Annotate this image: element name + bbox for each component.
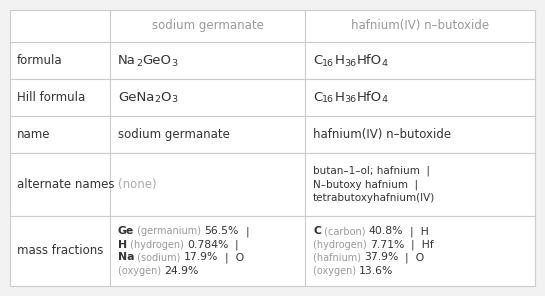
Bar [10, 153, 110, 216]
Text: (oxygen): (oxygen) [313, 266, 359, 276]
Text: hafnium(IV) n–butoxide: hafnium(IV) n–butoxide [313, 128, 451, 141]
Text: sodium germanate: sodium germanate [118, 128, 230, 141]
Text: C: C [313, 226, 321, 237]
Bar [10, 116, 110, 153]
Bar [10, 42, 110, 79]
Bar [305, 79, 535, 116]
Text: 56.5%: 56.5% [204, 226, 239, 237]
Text: 36: 36 [344, 59, 356, 67]
Text: (oxygen): (oxygen) [118, 266, 164, 276]
Text: mass fractions: mass fractions [17, 244, 104, 258]
Bar [110, 116, 305, 153]
Text: |  O: | O [398, 252, 425, 263]
Text: sodium germanate: sodium germanate [152, 20, 263, 33]
Text: HfO: HfO [356, 91, 381, 104]
Text: 4: 4 [382, 96, 387, 104]
Text: N–butoxy hafnium  |: N–butoxy hafnium | [313, 179, 418, 190]
Text: 4: 4 [382, 59, 387, 67]
Text: |  Hf: | Hf [404, 239, 434, 250]
Text: 17.9%: 17.9% [184, 252, 219, 263]
Text: 36: 36 [344, 96, 356, 104]
Bar [305, 42, 535, 79]
Text: Na: Na [118, 252, 135, 263]
Bar [10, 79, 110, 116]
Text: Hill formula: Hill formula [17, 91, 85, 104]
Bar [305, 116, 535, 153]
Text: alternate names: alternate names [17, 178, 114, 191]
Text: |: | [239, 226, 250, 237]
Text: |: | [228, 239, 239, 250]
Text: (carbon): (carbon) [321, 226, 368, 237]
Text: 37.9%: 37.9% [364, 252, 398, 263]
Text: name: name [17, 128, 51, 141]
Text: GeO: GeO [142, 54, 171, 67]
Text: 3: 3 [171, 59, 177, 67]
Text: formula: formula [17, 54, 63, 67]
Text: Na: Na [118, 54, 136, 67]
Text: 7.71%: 7.71% [370, 239, 404, 250]
Text: 0.784%: 0.784% [187, 239, 228, 250]
Bar [110, 79, 305, 116]
Text: (hydrogen): (hydrogen) [313, 239, 370, 250]
Text: GeNa: GeNa [118, 91, 154, 104]
Text: H: H [118, 239, 127, 250]
Text: tetrabutoxyhafnium(IV): tetrabutoxyhafnium(IV) [313, 193, 435, 203]
Bar [110, 216, 305, 286]
Text: Ge: Ge [118, 226, 134, 237]
Text: (hydrogen): (hydrogen) [127, 239, 187, 250]
Bar [110, 10, 305, 42]
Bar [305, 10, 535, 42]
Text: 16: 16 [322, 59, 334, 67]
Text: H: H [334, 91, 344, 104]
Text: (none): (none) [118, 178, 156, 191]
Text: 3: 3 [171, 96, 177, 104]
Bar [305, 216, 535, 286]
Text: (hafnium): (hafnium) [313, 252, 364, 263]
Bar [110, 42, 305, 79]
Bar [305, 153, 535, 216]
Text: 16: 16 [322, 96, 334, 104]
Text: |  O: | O [219, 252, 245, 263]
Text: |  H: | H [403, 226, 429, 237]
Text: 40.8%: 40.8% [368, 226, 403, 237]
Text: butan–1–ol; hafnium  |: butan–1–ol; hafnium | [313, 166, 430, 176]
Bar [10, 10, 110, 42]
Text: (sodium): (sodium) [135, 252, 184, 263]
Text: O: O [160, 91, 171, 104]
Text: 13.6%: 13.6% [359, 266, 393, 276]
Bar [10, 216, 110, 286]
Text: (germanium): (germanium) [134, 226, 204, 237]
Text: hafnium(IV) n–butoxide: hafnium(IV) n–butoxide [351, 20, 489, 33]
Bar [110, 153, 305, 216]
Text: 2: 2 [136, 59, 142, 67]
Text: 2: 2 [154, 96, 160, 104]
Text: HfO: HfO [356, 54, 381, 67]
Text: 24.9%: 24.9% [164, 266, 198, 276]
Text: C: C [313, 91, 322, 104]
Text: C: C [313, 54, 322, 67]
Text: H: H [334, 54, 344, 67]
